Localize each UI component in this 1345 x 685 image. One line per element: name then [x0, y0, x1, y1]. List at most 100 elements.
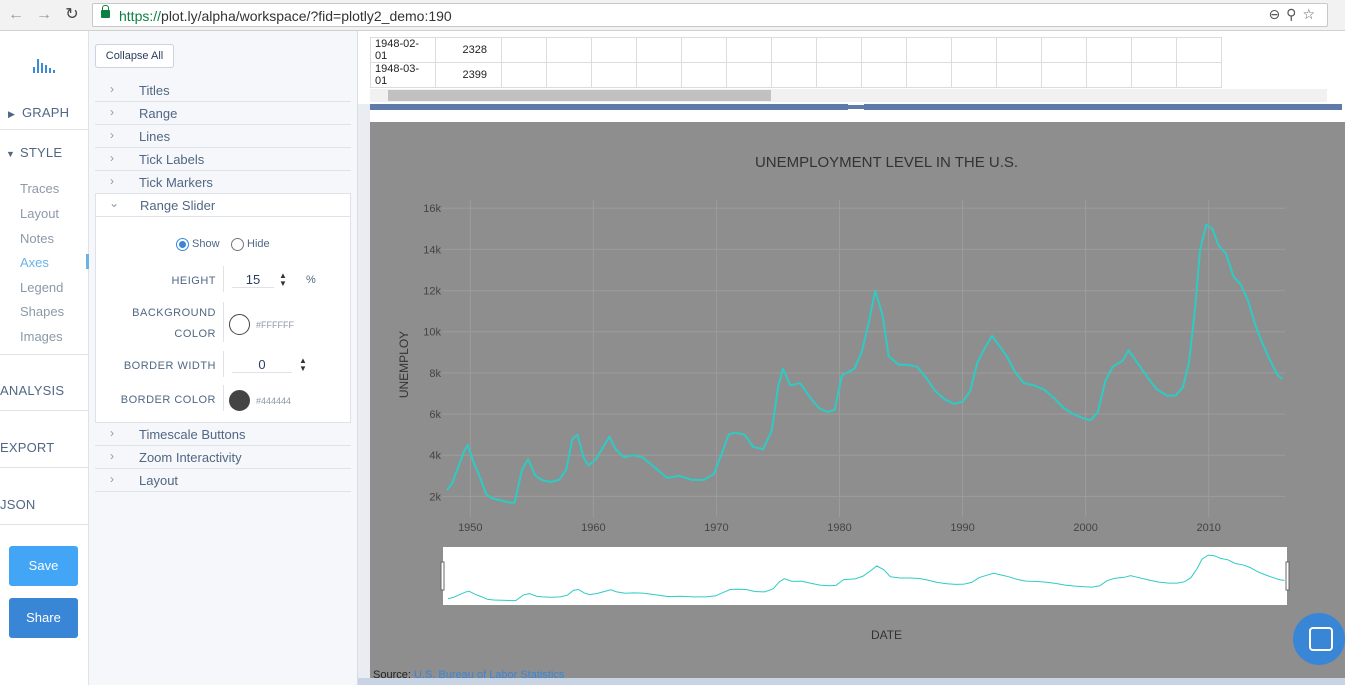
fold-tick-markers[interactable]: › Tick Markers [95, 171, 351, 194]
grid-cell[interactable] [546, 37, 592, 63]
grid-cell[interactable]: 1948-03-01 [370, 62, 436, 88]
grid-cell[interactable] [1131, 62, 1177, 88]
hide-radio[interactable] [231, 238, 244, 251]
nav-item-legend[interactable]: Legend [20, 280, 64, 295]
grid-cell[interactable] [771, 37, 817, 63]
border-color-hex: #444444 [256, 396, 292, 406]
star-icon[interactable]: ☆ [1302, 6, 1321, 22]
url-text: https://plot.ly/alpha/workspace/?fid=plo… [119, 8, 452, 24]
grid-cell[interactable] [771, 62, 817, 88]
field-separator [223, 266, 224, 292]
nav-divider [0, 410, 89, 411]
grid-cell[interactable]: 1948-02-01 [370, 37, 436, 63]
zoom-icon[interactable]: ⊖ [1268, 6, 1287, 22]
chat-bubble-icon[interactable] [1293, 613, 1345, 665]
grid-cell[interactable] [1131, 37, 1177, 63]
fold-titles[interactable]: › Titles [95, 79, 351, 102]
fold-tick-labels[interactable]: › Tick Labels [95, 148, 351, 171]
pane-splitter[interactable] [370, 104, 1342, 110]
y-tick-label: 6k [429, 409, 441, 421]
nav-divider [0, 354, 89, 355]
share-button[interactable]: Share [9, 598, 78, 638]
nav-section-export[interactable]: EXPORT [0, 440, 55, 455]
browser-toolbar: ← → ↻ https://plot.ly/alpha/workspace/?f… [0, 0, 1345, 31]
grid-cell[interactable] [996, 37, 1042, 63]
chart-title: UNEMPLOYMENT LEVEL IN THE U.S. [755, 154, 1018, 171]
grid-cell[interactable]: 2399 [435, 62, 502, 88]
chart-svg[interactable]: UNEMPLOYMENT LEVEL IN THE U.S. 2k 4k 6k 8k 10… [370, 122, 1345, 685]
collapse-all-button[interactable]: Collapse All [95, 44, 174, 68]
arrow-left-icon[interactable]: ← [8, 6, 24, 23]
nav-item-traces[interactable]: Traces [20, 181, 60, 196]
paint-icon[interactable]: ⚲ [1286, 6, 1303, 22]
grid-cell[interactable] [906, 37, 952, 63]
nav-item-notes[interactable]: Notes [20, 231, 54, 246]
grid-cell[interactable] [681, 62, 727, 88]
grid-cell[interactable]: 2328 [435, 37, 502, 63]
grid-cell[interactable] [996, 62, 1042, 88]
scrollbar-thumb[interactable] [388, 90, 771, 101]
grid-cell[interactable] [861, 37, 907, 63]
fold-range-slider-header[interactable]: ⌄ Range Slider [96, 194, 350, 217]
drag-handle-icon[interactable] [848, 104, 864, 110]
grid-cell[interactable] [906, 62, 952, 88]
nav-item-shapes[interactable]: Shapes [20, 304, 65, 319]
bg-color-label-line2: COLOR [174, 328, 216, 340]
grid-cell[interactable] [1041, 37, 1087, 63]
grid-cell[interactable] [816, 37, 862, 63]
grid-cell[interactable] [726, 37, 772, 63]
fold-timescale-buttons[interactable]: › Timescale Buttons [95, 423, 351, 446]
grid-cell[interactable] [1176, 62, 1222, 88]
plotly-logo-icon[interactable] [31, 53, 57, 73]
save-button[interactable]: Save [9, 546, 78, 586]
grid-cell[interactable] [591, 62, 637, 88]
chevron-right-icon: › [110, 426, 114, 440]
height-stepper-icon[interactable]: ▲ ▼ [279, 271, 287, 288]
border-color-label: BORDER COLOR [120, 394, 216, 406]
nav-item-layout[interactable]: Layout [20, 206, 60, 221]
grid-cell[interactable] [501, 62, 547, 88]
nav-item-images[interactable]: Images [20, 329, 63, 344]
grid-cell[interactable] [816, 62, 862, 88]
border-color-swatch[interactable] [229, 390, 250, 411]
grid-cell[interactable] [1176, 37, 1222, 63]
y-tick-label: 10k [423, 327, 441, 339]
grid-cell[interactable] [861, 62, 907, 88]
grid-cell[interactable] [1086, 62, 1132, 88]
grid-cell[interactable] [546, 62, 592, 88]
grid-cell[interactable] [636, 37, 682, 63]
grid-cell[interactable] [591, 37, 637, 63]
nav-section-json[interactable]: JSON [0, 497, 36, 512]
bg-color-swatch[interactable] [229, 314, 250, 335]
fold-zoom-interactivity[interactable]: › Zoom Interactivity [95, 446, 351, 469]
show-radio[interactable] [176, 238, 189, 251]
omnibox-icons: ⊖⚲☆ [1268, 6, 1321, 23]
nav-section-graph[interactable]: ▶ GRAPH [8, 105, 70, 120]
chevron-right-icon: › [110, 174, 114, 188]
grid-cell[interactable] [951, 37, 997, 63]
nav-section-style[interactable]: ▼ STYLE [6, 145, 63, 160]
nav-item-axes[interactable]: Axes [20, 255, 49, 270]
grid-cell[interactable] [1041, 62, 1087, 88]
bottom-bar [358, 678, 1345, 685]
grid-cell[interactable] [726, 62, 772, 88]
fold-layout[interactable]: › Layout [95, 469, 351, 492]
grid-cell[interactable] [681, 37, 727, 63]
grid-table: 1948-02-01 2328 1948-03-01 2399 [370, 37, 1222, 88]
height-input[interactable]: 15 [232, 272, 274, 288]
grid-cell[interactable] [636, 62, 682, 88]
arrow-right-icon[interactable]: → [36, 6, 52, 23]
border-width-input[interactable]: 0 [232, 357, 292, 373]
grid-cell[interactable] [951, 62, 997, 88]
grid-cell[interactable] [501, 37, 547, 63]
address-bar[interactable]: https://plot.ly/alpha/workspace/?fid=plo… [92, 3, 1328, 27]
chevron-right-icon: › [110, 82, 114, 96]
fold-lines[interactable]: › Lines [95, 125, 351, 148]
reload-icon[interactable]: ↻ [65, 6, 79, 23]
fold-range[interactable]: › Range [95, 102, 351, 125]
border-width-stepper-icon[interactable]: ▲ ▼ [299, 356, 307, 373]
grid-horizontal-scrollbar[interactable] [370, 89, 1327, 102]
source-link[interactable]: U.S. Bureau of Labor Statistics [413, 669, 565, 681]
grid-cell[interactable] [1086, 37, 1132, 63]
nav-section-analysis[interactable]: ANALYSIS [0, 383, 65, 398]
